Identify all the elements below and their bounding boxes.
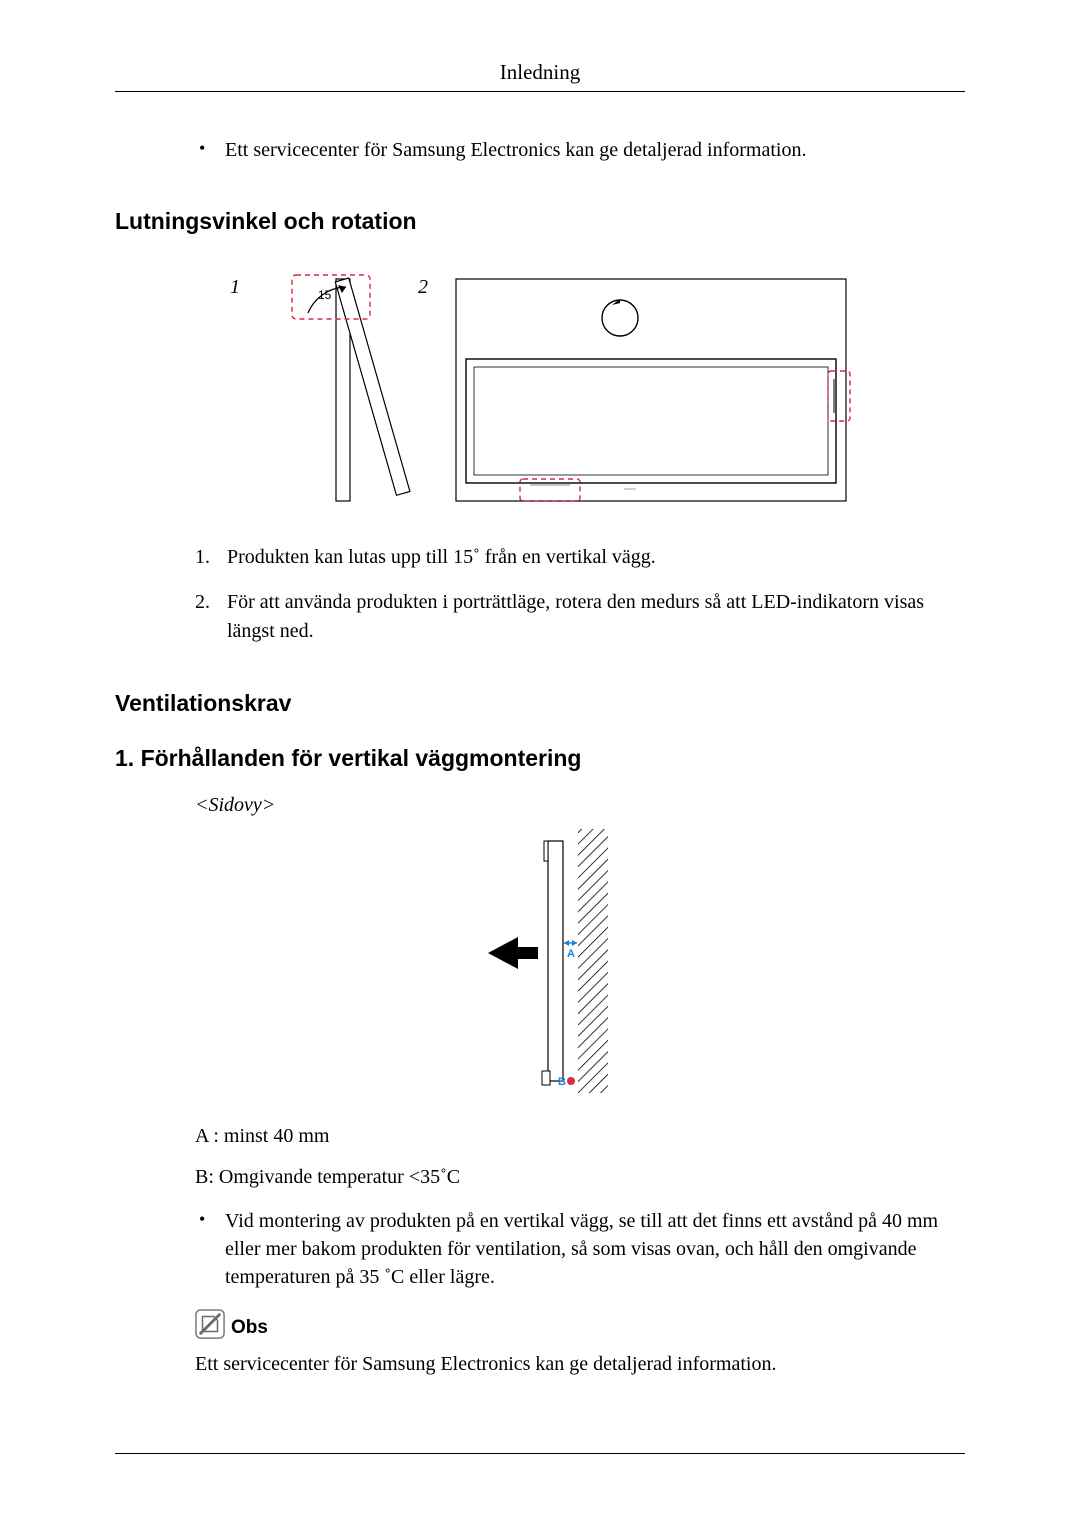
- obs-text: Ett servicecenter för Samsung Electronic…: [195, 1353, 965, 1376]
- spec-b: B: Omgivande temperatur <35˚C: [195, 1166, 965, 1189]
- tilt-diagram-svg: 1 15 2: [220, 263, 860, 513]
- intro-bullet-list: Ett servicecenter för Samsung Electronic…: [115, 136, 965, 164]
- gap-a-label: A: [567, 948, 575, 960]
- b-dot: [567, 1077, 575, 1085]
- obs-label: Obs: [231, 1317, 268, 1339]
- monitor-inner2: [474, 367, 828, 475]
- vent-subheading: 1. Förhållanden för vertikal väggmonteri…: [115, 745, 965, 772]
- page-content: Inledning Ett servicecenter för Samsung …: [0, 0, 1080, 1376]
- item-text: För att använda produkten i porträttläge…: [227, 591, 924, 642]
- item-number: 2.: [195, 588, 210, 617]
- display-sideview: [548, 841, 563, 1081]
- item-number: 1.: [195, 543, 210, 572]
- sideview-label: <Sidovy>: [195, 794, 965, 817]
- list-item: 1. Produkten kan lutas upp till 15˚ från…: [195, 543, 965, 572]
- bullet-text: Vid montering av produkten på en vertika…: [225, 1210, 938, 1288]
- tilt-heading: Lutningsvinkel och rotation: [115, 208, 965, 235]
- tilt-figure: 1 15 2: [115, 263, 965, 513]
- header-rule: [115, 91, 965, 92]
- gap-a-arrow-r: [572, 940, 577, 946]
- wall-hatched: [578, 829, 608, 1093]
- obs-row: Obs: [195, 1309, 965, 1339]
- left-arrow-icon: [488, 937, 538, 969]
- vent-heading: Ventilationskrav: [115, 690, 965, 717]
- note-icon: [195, 1309, 225, 1339]
- spec-a: A : minst 40 mm: [195, 1125, 965, 1148]
- vent-figure: A B: [115, 823, 965, 1103]
- angle-value: 15: [318, 288, 332, 302]
- vent-bullet-list: Vid montering av produkten på en vertika…: [115, 1207, 965, 1291]
- tilt-label-1: 1: [230, 276, 240, 298]
- display-top-tab: [544, 841, 548, 861]
- vent-diagram-svg: A B: [440, 823, 640, 1103]
- footer-rule: [115, 1453, 965, 1454]
- b-label: B: [558, 1076, 566, 1088]
- display-foot: [542, 1071, 550, 1085]
- item-text: Produkten kan lutas upp till 15˚ från en…: [227, 546, 656, 568]
- tilt-ordered-list: 1. Produkten kan lutas upp till 15˚ från…: [115, 543, 965, 646]
- gap-a-arrow-l: [564, 940, 569, 946]
- list-item: Ett servicecenter för Samsung Electronic…: [195, 136, 965, 164]
- bullet-text: Ett servicecenter för Samsung Electronic…: [225, 139, 806, 161]
- page-header-title: Inledning: [115, 60, 965, 91]
- tilt-label-2: 2: [418, 276, 428, 298]
- list-item: Vid montering av produkten på en vertika…: [195, 1207, 965, 1291]
- list-item: 2. För att använda produkten i porträttl…: [195, 588, 965, 646]
